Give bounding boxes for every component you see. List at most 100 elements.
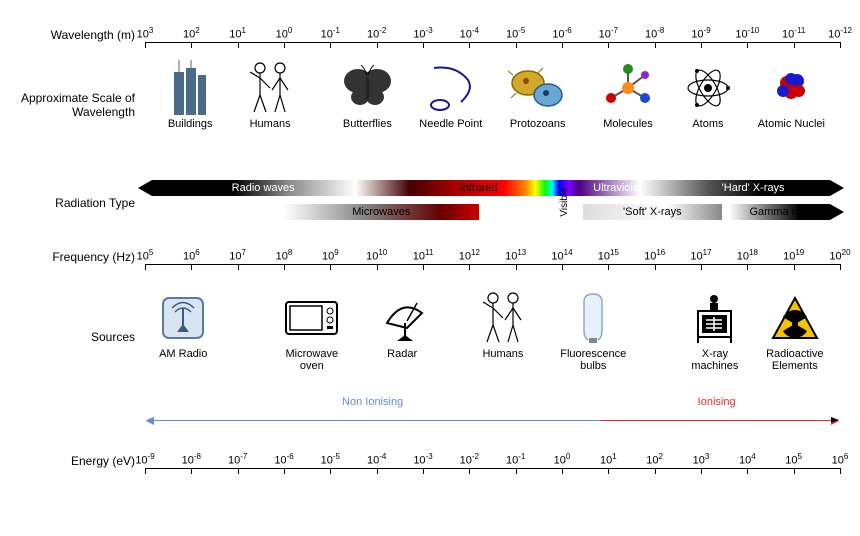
axis-tick — [330, 468, 331, 474]
axis-tick-label: 101 — [229, 26, 246, 41]
source-item-label: Humans — [482, 348, 523, 360]
axis-tick — [747, 468, 748, 474]
axis-tick-label: 10-4 — [367, 452, 386, 467]
radio-icon — [148, 290, 218, 345]
non-ionising-arrow — [152, 420, 600, 421]
axis-tick — [562, 42, 563, 48]
radiation-bands: Radio wavesInfraredUltraviolet'Hard' X-r… — [145, 180, 840, 226]
axis-tick — [238, 468, 239, 474]
axis-tick — [238, 42, 239, 48]
radioactive-icon — [760, 290, 830, 345]
axis-tick — [562, 264, 563, 270]
band-arrow-right-icon — [830, 180, 844, 196]
axis-tick-label: 100 — [276, 26, 293, 41]
axis-tick — [284, 468, 285, 474]
band-label: Ultraviolet — [593, 182, 642, 194]
axis-tick-label: 10-8 — [645, 26, 664, 41]
axis-tick-label: 10-2 — [367, 26, 386, 41]
axis-tick — [330, 42, 331, 48]
axis-tick-label: 1016 — [644, 248, 665, 263]
axis-tick — [701, 264, 702, 270]
axis-tick-label: 108 — [276, 248, 293, 263]
frequency-label: Frequency (Hz) — [0, 250, 145, 264]
axis-tick — [655, 264, 656, 270]
axis-tick — [423, 468, 424, 474]
molecule-icon — [593, 60, 663, 115]
band-label: Infrared — [460, 182, 498, 194]
axis-tick-label: 105 — [785, 452, 802, 467]
sources-label: Sources — [0, 330, 145, 344]
axis-tick — [840, 264, 841, 270]
source-item: RadioactiveElements — [760, 290, 830, 372]
axis-tick — [701, 42, 702, 48]
axis-tick — [145, 264, 146, 270]
axis-tick-label: 1020 — [829, 248, 850, 263]
energy-axis: 10-910-810-710-610-510-410-310-210-11001… — [145, 450, 840, 472]
axis-line — [145, 468, 840, 469]
scale-item-label: Atomic Nuclei — [758, 118, 825, 130]
axis-tick — [747, 264, 748, 270]
axis-tick-label: 10-12 — [828, 26, 852, 41]
axis-tick-label: 10-9 — [135, 452, 154, 467]
axis-tick-label: 10-7 — [599, 26, 618, 41]
scale-item-label: Protozoans — [510, 118, 566, 130]
source-item-label: Microwaveoven — [286, 348, 339, 372]
axis-tick-label: 1013 — [505, 248, 526, 263]
axis-tick-label: 1017 — [690, 248, 711, 263]
axis-tick — [191, 468, 192, 474]
band-label: Gamma rays — [749, 206, 812, 218]
source-item-label: Fluorescencebulbs — [560, 348, 626, 372]
axis-tick-label: 106 — [832, 452, 849, 467]
band-label: 'Hard' X-rays — [722, 182, 785, 194]
axis-tick-label: 10-3 — [413, 452, 432, 467]
scale-item: Atoms — [673, 60, 743, 130]
axis-tick — [377, 42, 378, 48]
axis-tick-label: 1019 — [783, 248, 804, 263]
axis-tick-label: 104 — [739, 452, 756, 467]
radiation-label: Radiation Type — [0, 196, 145, 210]
axis-tick — [284, 42, 285, 48]
scale-item-label: Butterflies — [343, 118, 392, 130]
axis-tick — [145, 468, 146, 474]
axis-tick — [655, 468, 656, 474]
axis-tick-label: 102 — [646, 452, 663, 467]
axis-tick — [655, 42, 656, 48]
axis-tick — [516, 264, 517, 270]
axis-tick-label: 107 — [229, 248, 246, 263]
scale-item: Buildings — [155, 60, 225, 130]
axis-tick — [423, 42, 424, 48]
band-label: Microwaves — [352, 206, 410, 218]
axis-tick-label: 1015 — [598, 248, 619, 263]
axis-tick — [377, 468, 378, 474]
axis-tick-label: 10-4 — [460, 26, 479, 41]
axis-tick-label: 1011 — [413, 248, 434, 263]
axis-tick — [794, 468, 795, 474]
axis-tick — [191, 42, 192, 48]
axis-tick-label: 109 — [322, 248, 339, 263]
source-item: Fluorescencebulbs — [558, 290, 628, 372]
axis-line — [145, 264, 840, 265]
axis-tick — [608, 468, 609, 474]
axis-tick — [701, 468, 702, 474]
scale-item-label: Molecules — [603, 118, 653, 130]
needle-icon — [416, 60, 486, 115]
atom-icon — [673, 60, 743, 115]
axis-tick-label: 100 — [554, 452, 571, 467]
axis-tick-label: 10-8 — [182, 452, 201, 467]
scale-item: Humans — [235, 60, 305, 130]
scale-item: Atomic Nuclei — [756, 60, 826, 130]
ionising-label: Ionising — [698, 396, 736, 408]
ionising-arrows: Non IonisingIonising — [145, 412, 840, 428]
axis-tick — [794, 264, 795, 270]
axis-tick — [608, 264, 609, 270]
axis-tick-label: 10-3 — [413, 26, 432, 41]
source-item: AM Radio — [148, 290, 218, 360]
sources-items: AM Radio Microwaveoven Radar Humans Fluoresc… — [145, 290, 840, 385]
axis-tick-label: 10-11 — [782, 26, 805, 41]
source-item: Radar — [367, 290, 437, 360]
protozoa-icon — [503, 60, 573, 115]
butterfly-icon — [332, 60, 402, 115]
band-arrow-left-icon — [138, 180, 152, 196]
axis-tick — [330, 264, 331, 270]
axis-tick — [840, 468, 841, 474]
